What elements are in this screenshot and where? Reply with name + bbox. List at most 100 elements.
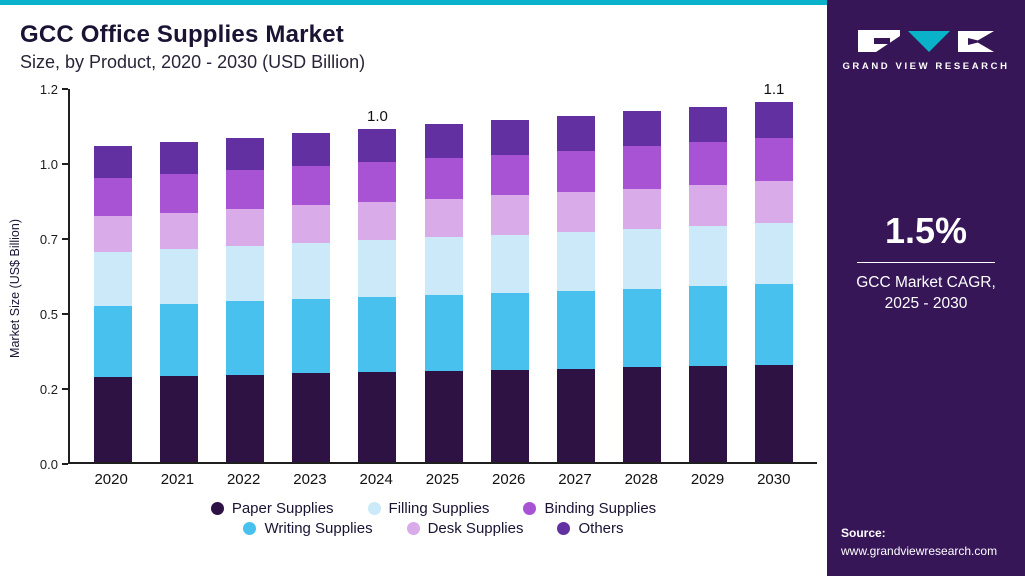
bar-column-2020 xyxy=(80,89,146,462)
x-tick-label: 2025 xyxy=(425,471,460,488)
bar-segment-others xyxy=(94,146,133,178)
x-tick-label: 2024 xyxy=(359,471,393,488)
x-tick-label: 2021 xyxy=(160,471,195,488)
y-tick-label: 0.7 xyxy=(39,232,58,247)
bar-segment-writing-supplies xyxy=(556,290,595,369)
bar-segment-writing-supplies xyxy=(754,283,793,365)
x-tick-label: 2020 xyxy=(94,471,128,488)
legend-color-dot xyxy=(523,502,537,515)
bar-segment-paper-supplies xyxy=(424,370,463,462)
bar-segment-desk-supplies xyxy=(358,202,397,241)
bar-segment-others xyxy=(160,142,199,175)
bar-stack xyxy=(226,137,265,462)
bar-segment-paper-supplies xyxy=(688,366,727,462)
brand-sidebar: GRAND VIEW RESEARCH 1.5% GCC Market CAGR… xyxy=(827,0,1025,576)
bar-segment-binding-supplies xyxy=(292,166,331,206)
x-tick-label: 2027 xyxy=(558,471,592,488)
bar-segment-others xyxy=(424,124,463,158)
bar-stack xyxy=(358,128,397,462)
legend-item-desk-supplies: Desk Supplies xyxy=(406,520,524,537)
legend-row: Writing Supplies Desk Supplies Others xyxy=(243,520,624,537)
bar-segment-binding-supplies xyxy=(556,150,595,193)
bar-segment-paper-supplies xyxy=(556,368,595,462)
bar-segment-paper-supplies xyxy=(490,369,529,462)
bar-segment-filling-supplies xyxy=(292,243,331,300)
x-tick-label: 2030 xyxy=(757,471,791,488)
y-tick-label: 0.5 xyxy=(39,307,58,322)
y-tick-label: 0.0 xyxy=(39,457,58,472)
bar-segment-binding-supplies xyxy=(94,177,133,216)
grand-view-research-logo-icon xyxy=(857,30,994,52)
source-url: www.grandviewresearch.com xyxy=(841,543,998,558)
legend-row: Paper Supplies Filling Supplies Binding Su… xyxy=(210,500,656,517)
bar-segment-filling-supplies xyxy=(556,232,595,291)
bar-segment-writing-supplies xyxy=(490,292,529,370)
legend-item-filling-supplies: Filling Supplies xyxy=(367,500,489,517)
plot-row: 0.0 0.2 0.5 0.7 1.0 1.2 1.0 1.1 xyxy=(26,81,817,472)
bar-column-2026 xyxy=(477,89,543,462)
bar-stack xyxy=(490,120,529,462)
bar-total-label: 1.1 xyxy=(763,81,785,99)
bar-segment-others xyxy=(754,102,793,139)
y-tick-mark xyxy=(62,388,68,390)
bar-segment-paper-supplies xyxy=(292,373,331,462)
x-tick-label: 2029 xyxy=(690,471,725,488)
bar-column-2024: 1.0 xyxy=(344,89,410,462)
legend-label: Others xyxy=(578,520,624,537)
bar-segment-paper-supplies xyxy=(622,367,661,462)
legend-label: Desk Supplies xyxy=(427,520,524,537)
legend-label: Paper Supplies xyxy=(231,500,334,517)
bar-segment-paper-supplies xyxy=(94,376,133,462)
legend-color-dot xyxy=(243,522,257,535)
bar-segment-writing-supplies xyxy=(160,303,199,376)
bar-segment-filling-supplies xyxy=(754,222,793,284)
bar-segment-filling-supplies xyxy=(358,240,397,297)
bar-segment-writing-supplies xyxy=(358,297,397,372)
brand-name: GRAND VIEW RESEARCH xyxy=(842,61,1010,72)
bar-segment-desk-supplies xyxy=(688,184,727,226)
bar-stack xyxy=(688,106,727,462)
plot-area: 1.0 1.1 xyxy=(68,81,817,464)
source-block: Source: www.grandviewresearch.com xyxy=(827,525,1025,576)
bar-column-2023 xyxy=(278,89,344,462)
page-title: GCC Office Supplies Market xyxy=(20,21,344,48)
bar-segment-filling-supplies xyxy=(622,228,661,289)
bar-segment-paper-supplies xyxy=(754,364,793,462)
chart-header: GCC Office Supplies Market Size, by Prod… xyxy=(0,5,827,73)
bar-segment-writing-supplies xyxy=(688,286,727,367)
bar-segment-filling-supplies xyxy=(160,249,199,304)
x-axis: 2020 2021 2022 2023 2024 2025 2026 2027 2028 2029… xyxy=(26,464,817,488)
y-tick-label: 0.2 xyxy=(39,382,58,397)
bar-segment-binding-supplies xyxy=(688,142,727,185)
cagr-value: 1.5% xyxy=(856,210,996,263)
x-axis-labels: 2020 2021 2022 2023 2024 2025 2026 2027 2028 2029… xyxy=(68,464,817,488)
bar-segment-desk-supplies xyxy=(754,181,793,223)
bar-total-label: 1.0 xyxy=(366,107,388,125)
bar-segment-writing-supplies xyxy=(94,305,133,377)
x-tick-label: 2026 xyxy=(492,471,526,488)
bar-column-2028 xyxy=(609,89,675,462)
bar-segment-desk-supplies xyxy=(292,205,331,244)
legend-label: Binding Supplies xyxy=(544,500,657,517)
bar-segment-filling-supplies xyxy=(490,234,529,293)
bar-segment-paper-supplies xyxy=(226,374,265,462)
bar-segment-writing-supplies xyxy=(622,288,661,368)
bar-segment-filling-supplies xyxy=(424,237,463,295)
cagr-label-line2: 2025 - 2030 xyxy=(884,294,968,312)
y-tick-mark xyxy=(62,163,68,165)
bar-column-2022 xyxy=(212,89,278,462)
bar-segment-filling-supplies xyxy=(688,225,727,287)
y-tick-mark xyxy=(62,463,68,465)
bar-stack xyxy=(292,133,331,462)
legend-item-binding-supplies: Binding Supplies xyxy=(523,500,656,517)
bar-segment-others xyxy=(226,137,265,171)
bar-segment-others xyxy=(490,120,529,155)
legend-color-dot xyxy=(367,502,381,515)
bar-segment-binding-supplies xyxy=(622,146,661,189)
bar-segment-filling-supplies xyxy=(226,246,265,302)
legend-item-writing-supplies: Writing Supplies xyxy=(243,520,373,537)
bar-segment-others xyxy=(622,111,661,147)
bar-segment-desk-supplies xyxy=(556,192,595,233)
bar-segment-binding-supplies xyxy=(424,157,463,199)
